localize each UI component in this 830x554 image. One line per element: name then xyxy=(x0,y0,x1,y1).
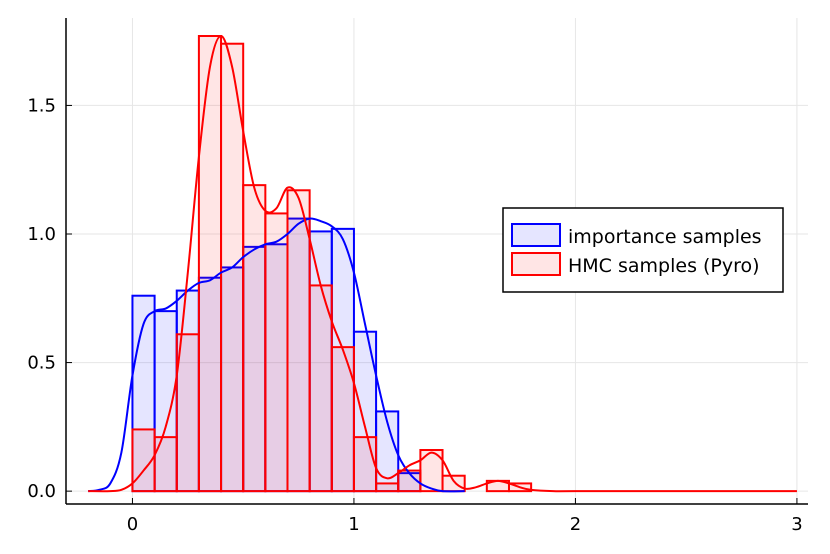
y-tick-label: 0.0 xyxy=(27,481,56,502)
bar-hmc xyxy=(375,482,400,493)
legend-label-importance: importance samples xyxy=(568,226,762,248)
legend-swatch-hmc xyxy=(511,252,561,276)
bar-hmc xyxy=(441,474,466,493)
bar-hmc xyxy=(242,184,267,493)
bar-hmc xyxy=(264,212,289,493)
legend-label-hmc: HMC samples (Pyro) xyxy=(568,255,760,277)
density-curve-hmc xyxy=(88,34,797,493)
x-tick-label: 2 xyxy=(570,514,581,535)
tick-labels: 0 1 2 3 0.0 0.5 1.0 1.5 xyxy=(27,95,802,535)
y-tick-label: 0.5 xyxy=(27,353,56,374)
bar-hmc xyxy=(352,436,378,493)
legend-swatch-importance xyxy=(511,223,561,247)
density-curves xyxy=(88,34,797,493)
axes xyxy=(65,18,808,505)
legend: importance samples HMC samples (Pyro) xyxy=(502,207,784,293)
x-tick-label: 0 xyxy=(127,514,138,535)
bar-hmc xyxy=(175,333,200,493)
x-tick-label: 1 xyxy=(348,514,359,535)
density-curve-importance xyxy=(88,217,465,493)
bar-hmc xyxy=(286,189,311,493)
bar-hmc xyxy=(197,35,223,493)
bar-hmc xyxy=(419,449,444,493)
y-tick-label: 1.0 xyxy=(27,224,56,245)
histogram-bars xyxy=(131,35,533,493)
bar-hmc xyxy=(153,436,178,493)
x-tick-label: 3 xyxy=(791,514,802,535)
bar-hmc xyxy=(330,346,355,493)
y-tick-label: 1.5 xyxy=(27,95,56,116)
legend-box xyxy=(502,207,784,293)
bar-hmc xyxy=(308,284,333,493)
